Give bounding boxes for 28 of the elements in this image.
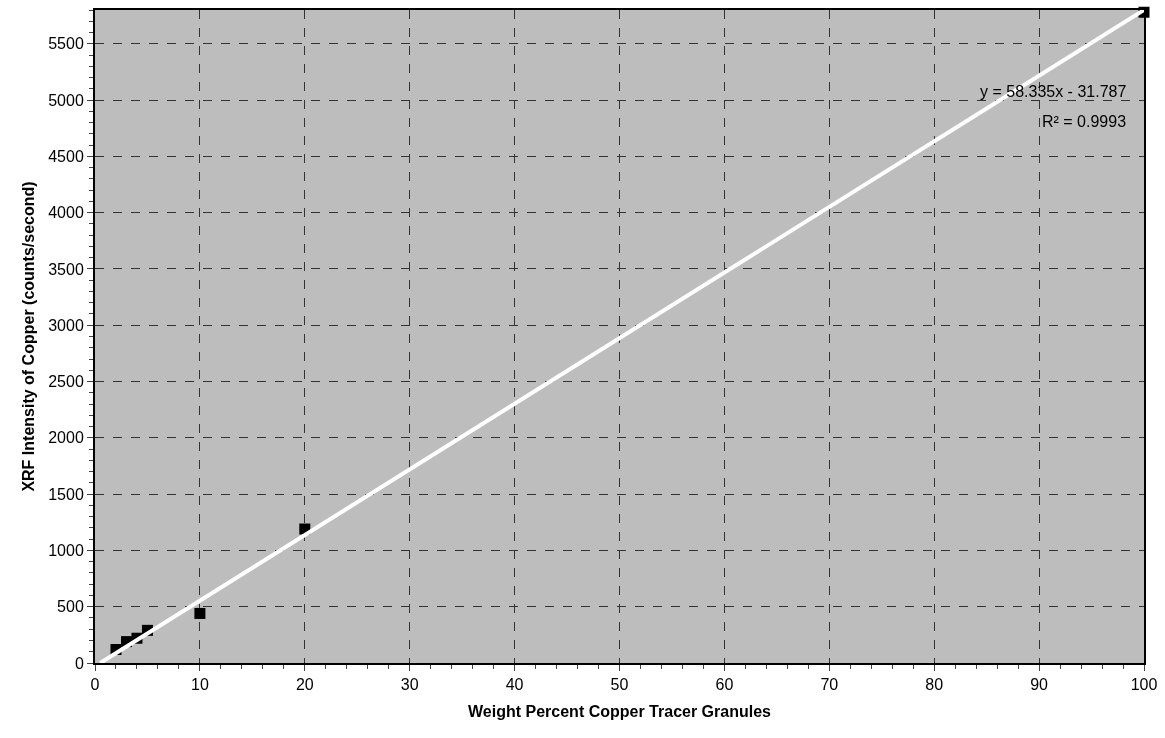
y-tick-label: 3000: [48, 316, 84, 334]
x-tick-label: 40: [505, 676, 524, 694]
x-tick-label: 20: [295, 676, 314, 694]
y-tick-label: 5000: [48, 91, 84, 109]
y-tick-label: 0: [74, 654, 84, 672]
x-axis-title: Weight Percent Copper Tracer Granules: [468, 703, 772, 721]
x-tick-label: 90: [1030, 676, 1049, 694]
annotation: y = 58.335x - 31.787: [980, 83, 1127, 100]
x-tick-label: 0: [90, 676, 100, 694]
y-tick-label: 500: [57, 598, 84, 616]
x-tick-label: 50: [610, 676, 629, 694]
y-tick-label: 4500: [48, 147, 84, 165]
x-tick-label: 30: [400, 676, 419, 694]
annotation: R² = 0.9993: [1042, 113, 1127, 130]
x-tick-label: 10: [191, 676, 209, 694]
y-tick-label: 1000: [48, 542, 84, 560]
x-tick-label: 100: [1130, 676, 1158, 694]
y-tick-label: 4000: [48, 204, 84, 222]
y-tick-label: 2500: [48, 373, 84, 391]
x-tick-label: 60: [715, 676, 734, 694]
point: [194, 607, 206, 619]
y-tick-label: 1500: [48, 485, 84, 503]
y-axis-title: XRF Intensity of Copper (counts/second): [19, 181, 37, 492]
y-tick-label: 3500: [48, 260, 84, 278]
y-tick-label: 5500: [48, 35, 84, 53]
y-tick-label: 2000: [48, 429, 84, 447]
x-tick-label: 80: [925, 676, 944, 694]
x-tick-label: 70: [820, 676, 839, 694]
